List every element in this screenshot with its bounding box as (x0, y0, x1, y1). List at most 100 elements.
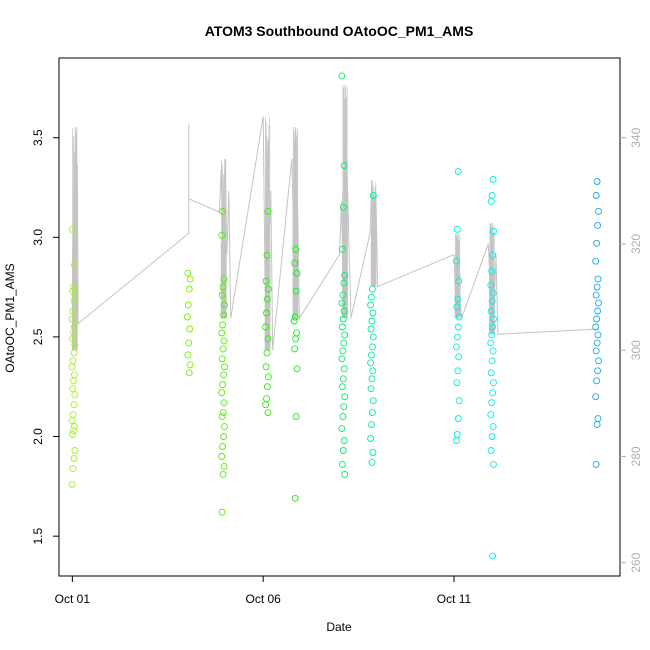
data-point (69, 357, 77, 365)
data-point (592, 323, 600, 331)
y2-tick-label: 280 (629, 446, 643, 466)
data-point (592, 460, 600, 468)
data-point (594, 367, 602, 375)
data-point (339, 203, 347, 211)
x-axis: Oct 01 Oct 06 Oct 11 (55, 576, 472, 606)
y2-tick-label: 260 (629, 552, 643, 572)
data-point (341, 393, 349, 401)
data-point (339, 315, 347, 323)
data-point (69, 307, 77, 315)
y-tick-label: 2.5 (31, 328, 45, 345)
data-point (218, 413, 226, 421)
data-point (293, 329, 300, 337)
data-point (291, 494, 299, 502)
data-point (184, 269, 192, 277)
data-point (68, 225, 76, 233)
data-point (487, 369, 495, 377)
data-point (71, 291, 79, 299)
data-point (594, 275, 602, 283)
data-point (454, 295, 462, 303)
data-point (595, 299, 602, 307)
data-point (452, 257, 460, 265)
data-point (369, 367, 377, 375)
data-point (341, 271, 349, 279)
data-point (263, 383, 271, 391)
data-point (218, 355, 226, 363)
data-point (184, 301, 192, 309)
data-point (339, 291, 347, 299)
data-point (369, 333, 377, 341)
data-point (339, 347, 347, 355)
data-point (71, 391, 79, 399)
data-point (262, 363, 270, 371)
data-point (292, 245, 300, 253)
data-point (263, 349, 271, 357)
data-point (220, 337, 228, 345)
data-point (489, 289, 497, 297)
data-point (368, 421, 375, 429)
y-axis: 1.5 2.0 2.5 3.0 3.5 (31, 129, 59, 544)
data-point (218, 389, 226, 397)
data-point (453, 333, 461, 341)
data-point (487, 339, 495, 347)
data-point (338, 299, 346, 307)
data-point (218, 329, 226, 337)
data-point (490, 460, 497, 468)
data-point (489, 423, 497, 431)
data-point (368, 458, 376, 466)
y2-axis: 260 280 300 320 340 (620, 127, 643, 573)
data-point (368, 409, 376, 417)
data-point (69, 431, 77, 438)
data-point (69, 464, 77, 472)
data-point (220, 275, 228, 283)
data-point (454, 323, 462, 331)
data-point (489, 176, 497, 183)
data-point (595, 207, 602, 215)
data-point (70, 455, 78, 462)
data-point (69, 411, 77, 419)
data-point (219, 345, 227, 353)
data-point (490, 379, 497, 387)
data-point (369, 397, 377, 405)
y2-tick-label: 320 (629, 234, 643, 254)
data-point (488, 433, 496, 440)
data-point (453, 303, 461, 311)
data-point (340, 279, 348, 287)
data-point (368, 351, 375, 359)
data-point (218, 231, 226, 239)
data-point (488, 267, 496, 275)
data-point (292, 413, 300, 421)
data-point (186, 275, 194, 283)
data-point (455, 353, 463, 361)
data-point (68, 480, 76, 488)
data-point (369, 449, 377, 456)
data-point (71, 341, 79, 349)
data-point (490, 227, 497, 235)
data-point (263, 295, 271, 303)
data-point (453, 225, 461, 233)
y-tick-label: 1.5 (31, 527, 45, 544)
data-point (263, 395, 270, 403)
data-point (454, 367, 462, 375)
data-point (221, 363, 228, 371)
data-point (71, 447, 79, 454)
data-point (594, 307, 602, 315)
data-point (488, 192, 496, 199)
data-point (488, 331, 496, 339)
data-point (593, 377, 601, 385)
points-layer (68, 72, 602, 560)
data-point (488, 399, 496, 407)
data-point (367, 301, 375, 309)
data-point (490, 315, 497, 323)
data-point (264, 285, 272, 293)
y2-tick-label: 340 (629, 127, 643, 147)
data-point (264, 409, 272, 417)
data-point (70, 423, 78, 431)
data-point (70, 261, 78, 269)
data-point (592, 393, 600, 401)
data-point (338, 72, 346, 80)
data-point (264, 207, 272, 215)
data-point (68, 315, 76, 323)
data-point (219, 381, 227, 389)
